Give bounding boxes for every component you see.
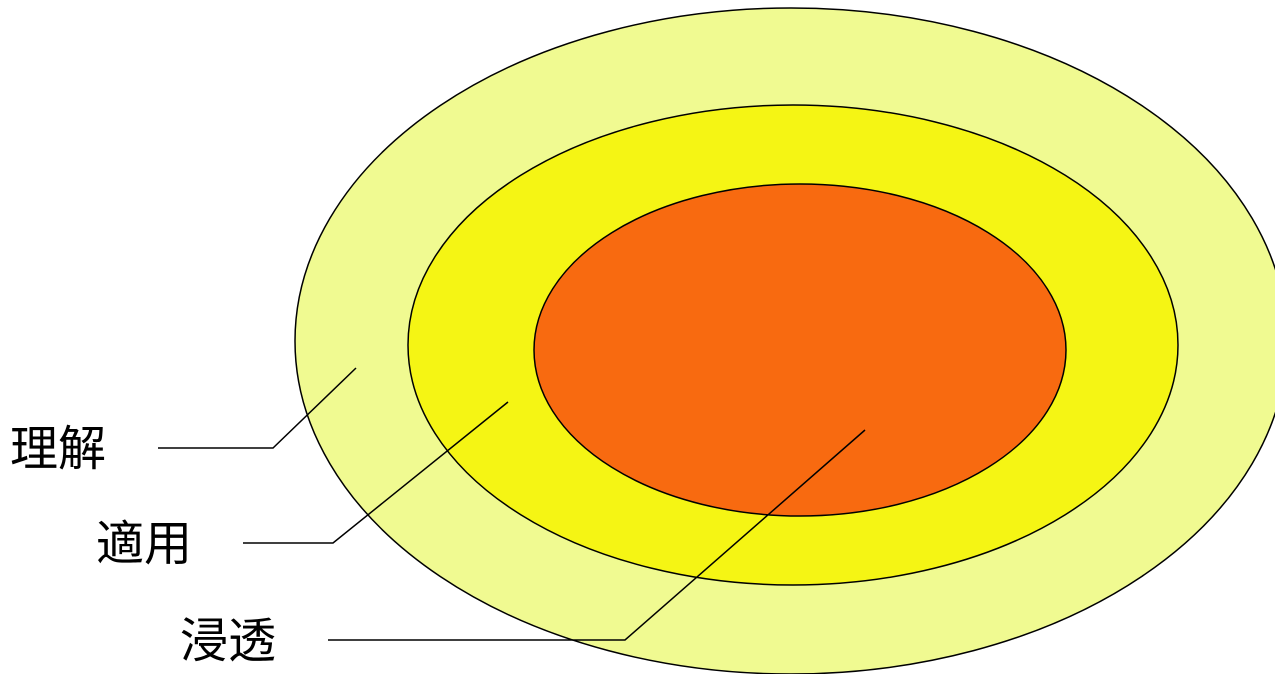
label-middle: 適用 [96, 516, 192, 572]
label-outer: 理解 [10, 421, 106, 477]
leader-line-inner [328, 429, 866, 641]
leader-line-outer [158, 367, 357, 449]
leader-line-middle [243, 401, 509, 544]
inner-ellipse [533, 183, 1067, 517]
label-inner: 浸透 [180, 613, 276, 669]
